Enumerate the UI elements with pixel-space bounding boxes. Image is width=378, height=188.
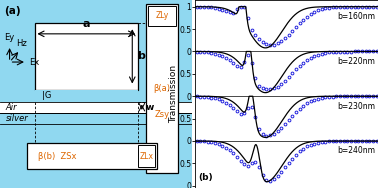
Bar: [138, 145, 155, 167]
Bar: [27, 143, 157, 169]
Text: β(a): β(a): [153, 84, 170, 93]
Text: b=230nm: b=230nm: [337, 102, 375, 111]
Text: (b): (b): [198, 173, 213, 182]
Text: Zsy: Zsy: [155, 110, 170, 119]
Bar: [34, 90, 138, 102]
Text: b=240nm: b=240nm: [337, 146, 375, 155]
Text: Ey: Ey: [5, 33, 15, 42]
Bar: [147, 6, 177, 26]
Text: w: w: [146, 103, 154, 112]
Text: Hz: Hz: [16, 39, 27, 48]
Text: Air: Air: [6, 103, 17, 112]
Bar: [0, 113, 192, 124]
Bar: [0, 102, 192, 113]
Text: ZLx: ZLx: [139, 152, 153, 161]
Text: (a): (a): [4, 6, 20, 16]
Text: ZLy: ZLy: [155, 11, 169, 20]
Text: b: b: [137, 51, 145, 61]
Text: a: a: [82, 19, 90, 29]
Y-axis label: Transmission: Transmission: [169, 65, 178, 123]
Text: b=160nm: b=160nm: [337, 12, 375, 21]
Text: Ex: Ex: [29, 58, 39, 67]
Text: b=220nm: b=220nm: [337, 57, 375, 66]
Text: |G: |G: [42, 91, 51, 100]
Text: silver: silver: [6, 114, 28, 123]
Text: β(b)  ZSx: β(b) ZSx: [38, 152, 77, 161]
Bar: [34, 23, 138, 90]
Bar: [146, 4, 178, 173]
